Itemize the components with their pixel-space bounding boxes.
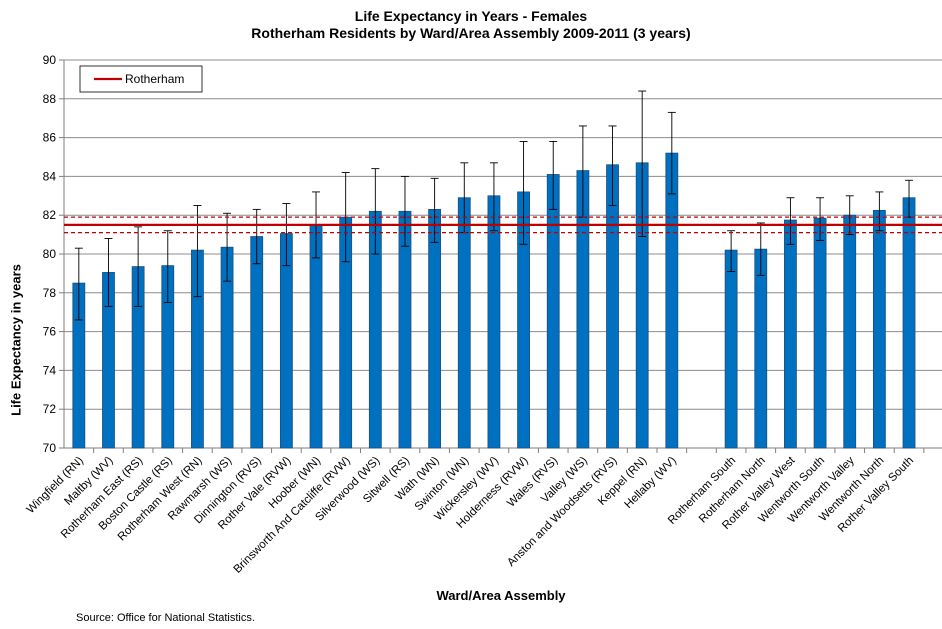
y-tick-label: 78 (43, 286, 57, 300)
bar (250, 236, 264, 449)
chart-title: Life Expectancy in Years - Females (354, 8, 588, 24)
bar (606, 164, 619, 449)
y-tick-label: 76 (43, 325, 57, 339)
bar (428, 208, 442, 449)
source-note: Source: Office for National Statistics. (76, 612, 255, 624)
x-axis-label: Ward/Area Assembly (436, 588, 566, 603)
bar (872, 209, 886, 449)
y-tick-label: 84 (43, 169, 57, 183)
x-tick-label: Anston and Woodsetts (RVS) (505, 455, 620, 570)
x-tick-label: Hellaby (WV) (623, 455, 679, 511)
y-tick-label: 82 (43, 208, 57, 222)
bar (546, 174, 560, 449)
bar (457, 197, 471, 449)
bar (813, 217, 827, 449)
y-tick-label: 88 (43, 92, 57, 106)
y-tick-label: 90 (43, 53, 57, 67)
bar (843, 214, 857, 449)
y-tick-label: 80 (43, 247, 57, 261)
y-tick-label: 86 (43, 131, 57, 145)
legend-label: Rotherham (125, 72, 184, 86)
bar (487, 195, 501, 449)
y-tick-label: 74 (43, 363, 57, 377)
y-tick-label: 72 (43, 402, 57, 416)
legend: Rotherham (79, 65, 203, 93)
chart-subtitle: Rotherham Residents by Ward/Area Assembl… (251, 25, 691, 41)
bar (724, 249, 738, 449)
bar (902, 197, 916, 449)
bar (665, 152, 679, 449)
y-tick-label: 70 (43, 441, 57, 455)
bar (398, 210, 412, 449)
bar (784, 219, 797, 449)
bar (309, 224, 323, 449)
bar (754, 248, 768, 449)
